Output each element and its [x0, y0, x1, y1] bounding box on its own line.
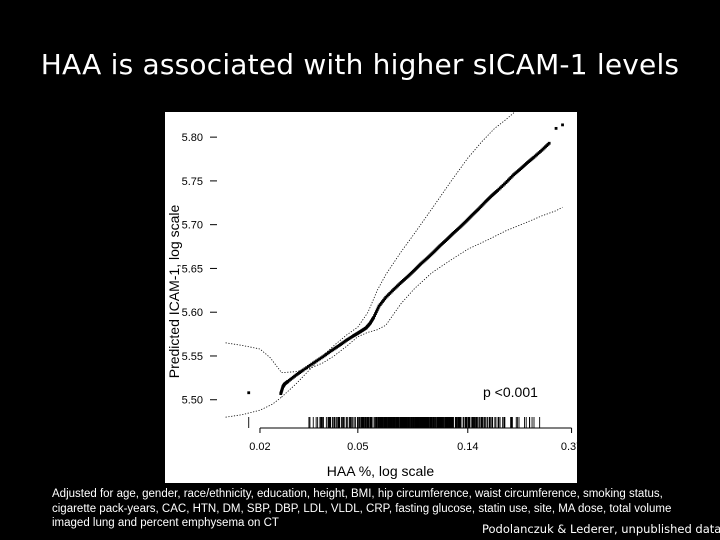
estimate-point	[305, 366, 309, 370]
estimate-point	[321, 355, 325, 359]
confidence-band-lower-bound	[281, 206, 563, 373]
estimate-point	[322, 354, 326, 358]
estimate-point	[328, 350, 332, 354]
y-axis-label: Predicted ICAM-1, log scale	[166, 205, 182, 379]
estimate-point	[377, 304, 381, 308]
confidence-band-upper-bound	[281, 112, 516, 398]
estimate-point	[310, 362, 314, 366]
x-axis-label: HAA %, log scale	[327, 463, 435, 479]
y-tick-label: 5.55	[182, 351, 203, 363]
x-tick-label: 0.37	[561, 441, 577, 453]
estimate-point	[372, 316, 376, 319]
estimate-point	[316, 358, 320, 362]
estimate-point	[327, 351, 330, 355]
estimate-point	[247, 391, 251, 395]
estimate-point	[325, 352, 329, 356]
estimate-point	[312, 361, 315, 365]
estimate-point	[561, 123, 564, 127]
estimate-point	[319, 356, 323, 360]
source-credit: Podolanczuk & Lederer, unpublished data	[482, 522, 720, 536]
estimate-point	[301, 368, 305, 372]
estimate-point	[318, 357, 322, 361]
estimate-point	[374, 310, 378, 314]
confidence-band-ci-left-lower	[225, 396, 282, 418]
estimate-point	[376, 306, 380, 310]
x-tick-label: 0.05	[347, 441, 368, 453]
estimate-point	[313, 360, 317, 364]
adjustment-footnote: Adjusted for age, gender, race/ethnicity…	[52, 488, 672, 529]
y-tick-label: 5.50	[182, 395, 203, 407]
chart-axes: 0.02 0.05 0.14 0.37 5.50 5.55 5.60 5.65 5.70 5.75…	[182, 132, 577, 453]
y-tick-label: 5.70	[182, 220, 203, 232]
chart-series-lines	[225, 112, 563, 418]
p-value-annotation: p <0.001	[483, 384, 538, 400]
estimate-point	[373, 314, 376, 317]
estimate-point	[303, 367, 307, 371]
chart-panel: 0.02 0.05 0.14 0.37 5.50 5.55 5.60 5.65 5.70 5.75…	[165, 112, 577, 483]
x-tick-label: 0.02	[249, 441, 270, 453]
estimate-point	[374, 312, 377, 316]
y-tick-label: 5.75	[182, 176, 203, 188]
x-tick-label: 0.14	[457, 441, 478, 453]
y-tick-label: 5.60	[182, 307, 203, 319]
estimate-point	[379, 301, 383, 305]
estimate-point	[381, 300, 384, 304]
estimate-point	[547, 141, 551, 145]
estimate-point	[315, 359, 318, 363]
estimate-point	[382, 298, 385, 302]
y-tick-label: 5.65	[182, 263, 203, 275]
estimate-point	[378, 303, 382, 307]
estimate-point	[554, 126, 558, 130]
confidence-band-ci-left-upper	[225, 342, 282, 373]
chart-rug	[248, 417, 541, 428]
slide-title: HAA is associated with higher sICAM-1 le…	[40, 48, 680, 81]
estimate-point	[383, 297, 387, 301]
estimate-point	[306, 365, 310, 368]
estimate-point	[324, 353, 327, 357]
chart-svg: 0.02 0.05 0.14 0.37 5.50 5.55 5.60 5.65 5.70 5.75…	[166, 112, 577, 479]
estimate-point	[308, 363, 312, 367]
y-tick-label: 5.80	[182, 132, 203, 144]
estimate-point	[375, 308, 379, 312]
chart-series-points	[247, 123, 564, 396]
